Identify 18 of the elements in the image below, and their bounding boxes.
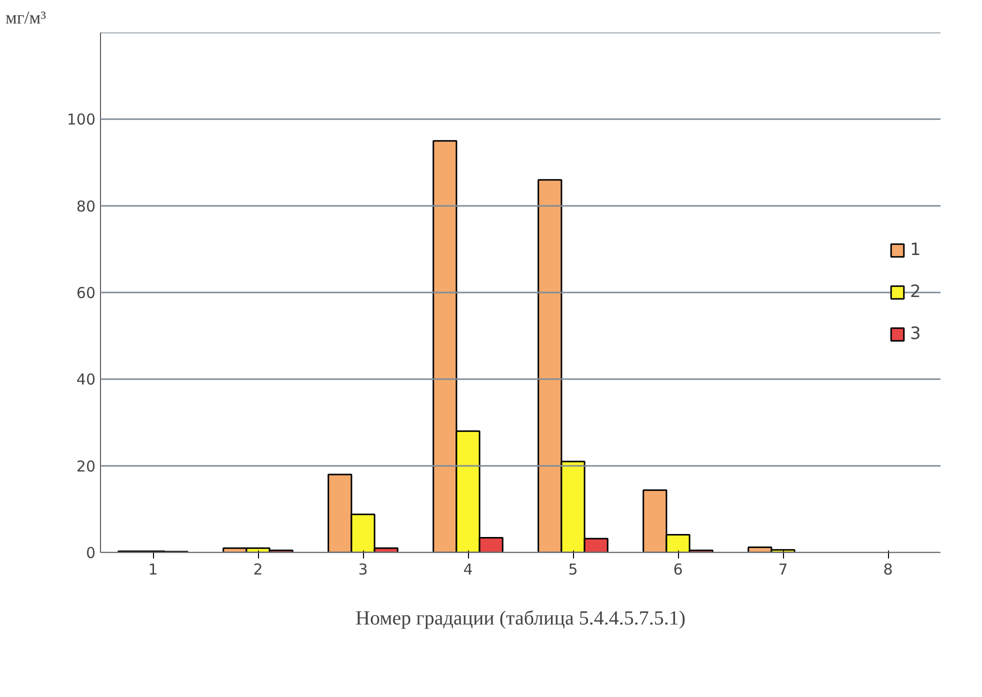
x-tick-label: 8 bbox=[883, 560, 893, 578]
y-tick-label: 0 bbox=[86, 544, 96, 562]
x-tick-label: 4 bbox=[463, 560, 473, 578]
legend-label: 1 bbox=[910, 240, 922, 260]
x-tick-label: 2 bbox=[253, 560, 263, 578]
x-tick-label: 7 bbox=[778, 560, 788, 578]
x-tick-label: 5 bbox=[568, 560, 578, 578]
y-tick-label: 40 bbox=[76, 370, 96, 389]
legend-label: 3 bbox=[910, 324, 922, 344]
x-axis-title: Номер градации (таблица 5.4.4.5.7.5.1) bbox=[356, 608, 686, 630]
y-tick-label: 20 bbox=[76, 457, 96, 476]
y-tick-label: 100 bbox=[66, 110, 96, 129]
x-tick-label: 3 bbox=[358, 560, 368, 578]
y-tick-label: 80 bbox=[76, 197, 96, 216]
y-axis-title: мг/м³ bbox=[6, 8, 47, 28]
x-tick-label: 1 bbox=[148, 560, 158, 578]
y-tick-label: 60 bbox=[76, 284, 96, 302]
x-tick-label: 6 bbox=[673, 560, 683, 578]
